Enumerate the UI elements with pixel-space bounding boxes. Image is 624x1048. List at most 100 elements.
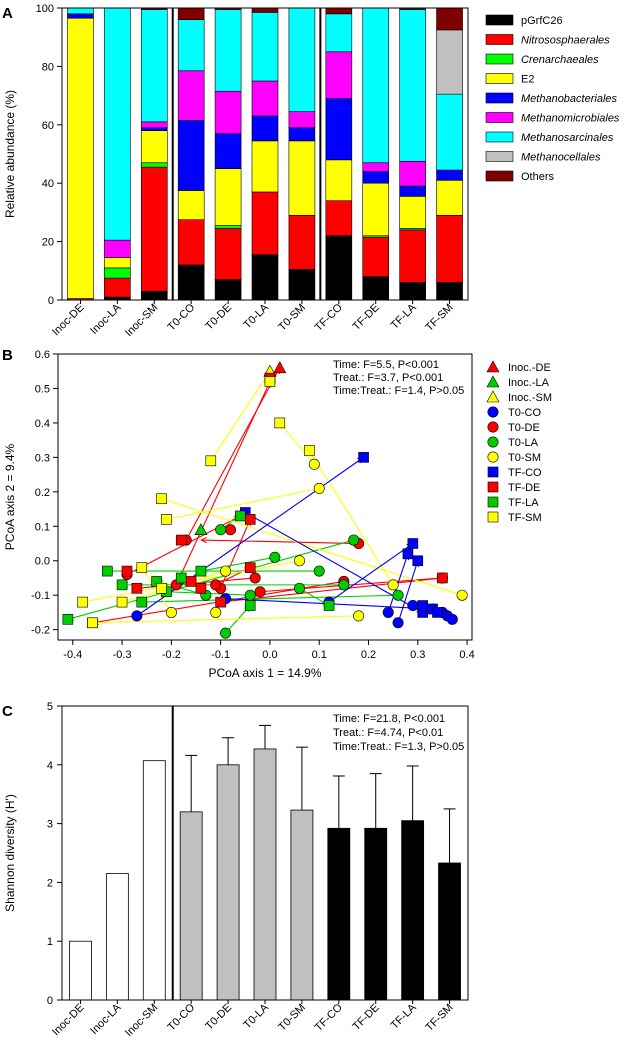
bar-tf-co-nitrososphaerales <box>325 200 353 237</box>
legend-label-e2: E2 <box>521 74 534 86</box>
bar-tf-la <box>401 820 425 1001</box>
trajectory-arrow <box>68 539 354 619</box>
legend-marker-t0-de <box>487 421 499 433</box>
bar-tf-la-methanobacteriales <box>399 185 426 197</box>
bar-t0-de-methanomicrobiales <box>214 90 242 134</box>
legend-swatch-e2 <box>485 73 514 84</box>
bar-t0-sm-methanobacteriales <box>288 127 316 142</box>
bar-inoc-la-nitrososphaerales <box>104 277 131 298</box>
y-tick-label: 4 <box>47 760 53 772</box>
point-t0-la <box>244 589 256 601</box>
x-tick-label: TF-CO <box>313 301 346 334</box>
x-tick-label: Inoc-LA <box>88 301 124 337</box>
point-tf-la <box>116 579 128 591</box>
point-tf-sm <box>156 583 167 594</box>
bar-t0-co <box>179 811 203 1001</box>
bar-tf-de-nitrososphaerales <box>362 236 390 277</box>
x-tick-label: TF-CO <box>313 1001 346 1034</box>
legend-label-methanosarcinales: Methanosarcinales <box>521 132 614 144</box>
legend-label-others: Others <box>521 171 555 183</box>
x-tick-label: 0.2 <box>361 649 376 661</box>
y-tick-label: 0 <box>48 295 54 307</box>
x-tick-label: -0.1 <box>211 649 230 661</box>
x-tick-label: -0.4 <box>63 649 82 661</box>
trajectory-arrow <box>280 423 315 465</box>
point-t0-sm <box>387 579 399 591</box>
point-t0-co <box>392 617 404 629</box>
x-tick-label: T0-CO <box>165 301 197 333</box>
legend-label-methanobacteriales: Methanobacteriales <box>521 93 618 105</box>
y-tick-label: 1 <box>47 936 53 948</box>
point-tf-sm <box>264 376 276 387</box>
point-t0-sm <box>313 482 325 494</box>
point-tf-la <box>175 572 187 584</box>
bar-tf-co-methanobacteriales <box>325 98 353 161</box>
bar-tf-sm-methanocellales <box>436 29 463 95</box>
bar-tf-de-methanosarcinales <box>362 7 390 164</box>
point-t0-la <box>392 589 404 601</box>
bar-tf-de-e2 <box>362 182 390 237</box>
stats-line: Treat.: F=4.74, P<0.01 <box>333 727 443 739</box>
panel-a-letter: A <box>2 5 13 22</box>
panel-a: A 0 20 40 60 80 100 Inoc-DE Inoc-LA Inoc-SM T0-CO… <box>2 3 620 339</box>
point-t0-sm <box>210 606 222 618</box>
trajectory-arrow <box>328 544 413 603</box>
point-tf-sm <box>205 455 217 467</box>
trajectory-arrow <box>201 556 275 571</box>
point-tf-sm <box>116 596 128 608</box>
point-t0-sm <box>308 458 320 470</box>
bar-tf-de-pgrfc26 <box>362 276 390 301</box>
point-tf-la <box>323 600 335 611</box>
point-t0-de <box>225 524 237 536</box>
x-tick-label: T0-DE <box>203 1002 234 1033</box>
bar-t0-de-methanobacteriales <box>214 133 242 169</box>
bar-t0-la <box>253 748 277 1001</box>
x-tick-label: T0-LA <box>241 301 271 331</box>
legend-swatch-methanosarcinales <box>485 131 514 143</box>
legend-marker-t0-la <box>487 436 499 448</box>
trajectory-arrow <box>220 519 251 589</box>
bar-tf-sm <box>438 862 461 1001</box>
legend-label-pgrfc26: pGrfC26 <box>521 15 563 27</box>
bar-t0-de-pgrfc26 <box>214 279 242 301</box>
legend-marker-tf-la <box>487 496 499 508</box>
point-tf-la <box>136 596 148 608</box>
legend-label-inoc-sm: Inoc.-SM <box>508 392 552 404</box>
y-axis-title: Relative abundance (%) <box>3 90 17 218</box>
x-tick-label: TF-SM <box>423 1002 455 1034</box>
point-tf-sm <box>156 493 167 505</box>
stats-line: Time: F=21.8, P<0.001 <box>333 713 445 725</box>
trajectory-arrow <box>142 594 399 602</box>
legend-label-crenarchaeales: Crenarchaeales <box>521 54 599 66</box>
point-tf-co <box>358 452 369 463</box>
legend-marker-inoc-de <box>486 360 500 373</box>
bar-inoc-la-crenarchaeales <box>104 267 131 279</box>
bar-tf-de-methanobacteriales <box>362 171 390 184</box>
trajectory-arrow <box>309 450 394 586</box>
bar-t0-sm <box>290 809 314 1001</box>
point-t0-sm <box>456 589 468 601</box>
point-t0-la <box>269 551 281 563</box>
x-tick-label: TF-DE <box>350 1002 381 1033</box>
point-tf-co <box>412 555 424 567</box>
y-tick-label: 0.1 <box>35 521 50 533</box>
panel-b-letter: B <box>2 347 13 364</box>
point-tf-co <box>432 607 443 618</box>
point-t0-de <box>210 579 222 591</box>
bar-inoc-sm <box>142 760 166 1001</box>
point-tf-de <box>185 576 197 587</box>
y-tick-label: 20 <box>42 237 54 249</box>
y-tick-label: 80 <box>42 61 54 73</box>
y-tick-label: 0.6 <box>35 349 50 361</box>
bar-t0-sm-methanosarcinales <box>288 7 316 112</box>
point-t0-la <box>293 582 305 594</box>
x-tick-label: 0.4 <box>459 649 474 661</box>
bar-t0-la-methanobacteriales <box>251 115 279 142</box>
bar-tf-sm-e2 <box>436 179 463 216</box>
y-tick-label: 40 <box>42 178 54 190</box>
y-tick-label: 0.5 <box>35 383 50 395</box>
x-tick-label: T0-CO <box>165 1001 197 1033</box>
trajectory-arrow <box>211 370 271 461</box>
